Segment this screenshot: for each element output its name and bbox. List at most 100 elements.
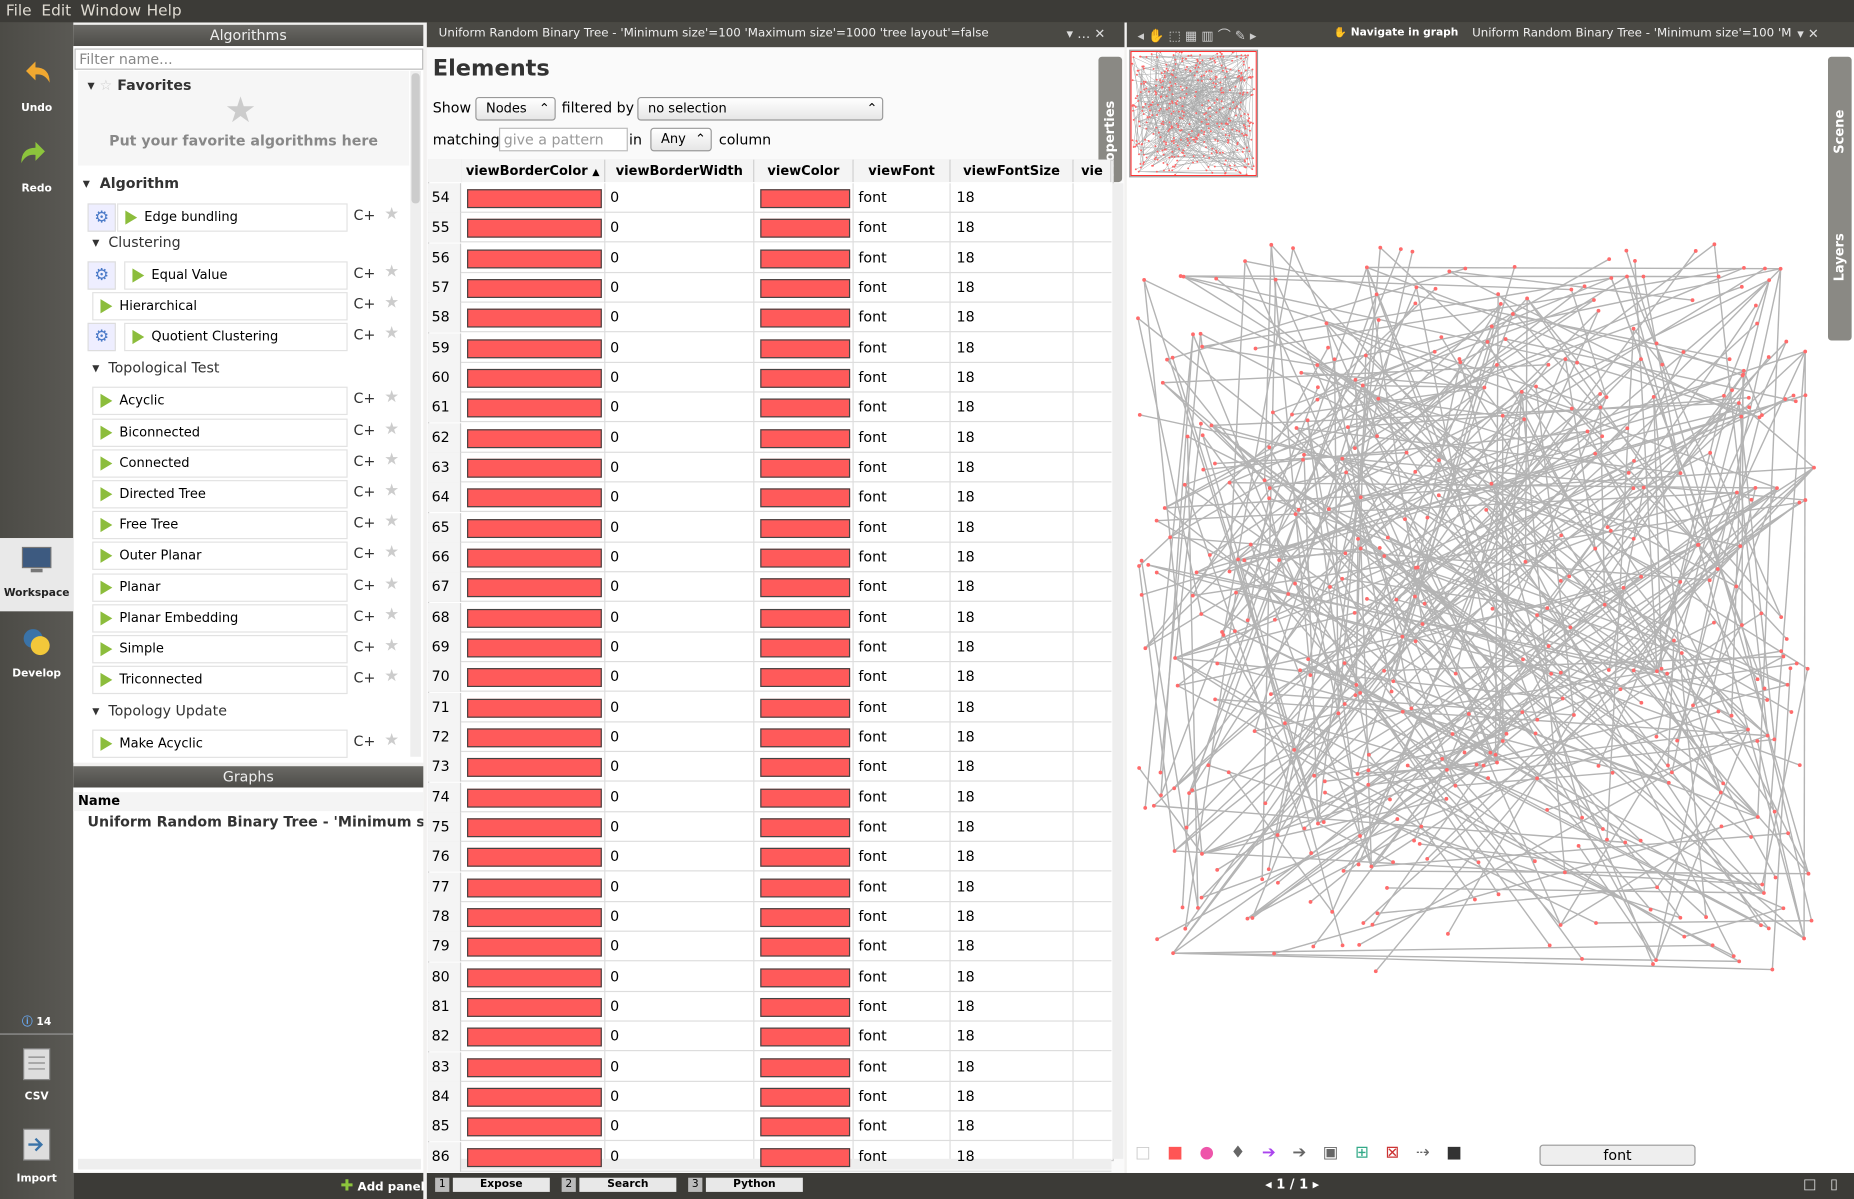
- properties-tab[interactable]: [1098, 56, 1123, 183]
- table-row[interactable]: [428, 1112, 1112, 1142]
- h-scrollbar[interactable]: [78, 1158, 421, 1170]
- favorite-star[interactable]: ★: [384, 542, 400, 562]
- pattern-input[interactable]: give a pattern: [498, 127, 628, 152]
- table-row[interactable]: [428, 213, 1112, 243]
- column-header[interactable]: viewFont: [853, 159, 951, 183]
- column-header[interactable]: viewFontSize: [950, 159, 1074, 183]
- table-row[interactable]: [428, 692, 1112, 723]
- run-icon[interactable]: C+: [353, 452, 376, 470]
- table-row[interactable]: [428, 1142, 1112, 1172]
- table-row[interactable]: [428, 932, 1112, 962]
- algorithm-item[interactable]: Free Tree: [92, 510, 348, 540]
- category-header[interactable]: ▾ Topological Test: [92, 359, 220, 377]
- algorithm-item[interactable]: Edge bundling: [117, 203, 348, 232]
- favorite-star[interactable]: ★: [384, 730, 400, 750]
- graph-drawing[interactable]: [1127, 47, 1825, 1135]
- favorite-star[interactable]: ★: [384, 262, 400, 282]
- algorithm-item[interactable]: Simple: [92, 634, 348, 664]
- run-icon[interactable]: C+: [353, 390, 376, 407]
- run-icon[interactable]: C+: [353, 326, 376, 343]
- develop-icon[interactable]: [21, 627, 52, 658]
- favorite-star[interactable]: ★: [384, 574, 400, 594]
- table-row[interactable]: [428, 962, 1112, 992]
- run-icon[interactable]: C+: [353, 483, 376, 501]
- tab-number[interactable]: 3: [688, 1177, 703, 1192]
- column-header[interactable]: viewBorderColor ▲: [461, 159, 606, 183]
- tab-number[interactable]: 1: [435, 1177, 450, 1192]
- algorithm-item[interactable]: Equal Value: [124, 261, 348, 290]
- layers-tab[interactable]: Layers: [1831, 233, 1847, 282]
- algorithm-item[interactable]: Quotient Clustering: [124, 322, 348, 352]
- import-label[interactable]: Import: [16, 1172, 57, 1185]
- table-row[interactable]: [428, 273, 1112, 303]
- favorite-star[interactable]: ★: [384, 636, 400, 656]
- run-icon[interactable]: C+: [353, 607, 376, 625]
- scroll-thumb[interactable]: [411, 73, 420, 204]
- category-header[interactable]: ▾ Clustering: [92, 234, 181, 251]
- csv-icon[interactable]: [22, 1048, 51, 1081]
- table-row[interactable]: [428, 902, 1112, 932]
- favorite-star[interactable]: ★: [384, 204, 400, 224]
- menu-item[interactable]: Edit: [41, 2, 72, 21]
- import-icon[interactable]: [22, 1128, 51, 1161]
- titlebar-buttons[interactable]: ▾ … ✕: [1066, 26, 1106, 42]
- favorite-star[interactable]: ★: [384, 387, 400, 407]
- algorithm-item[interactable]: Planar: [92, 573, 348, 602]
- algorithm-item[interactable]: Acyclic: [92, 386, 348, 416]
- run-icon[interactable]: C+: [353, 733, 376, 750]
- table-row[interactable]: [428, 393, 1112, 423]
- table-row[interactable]: [428, 423, 1112, 453]
- workspace-label[interactable]: Workspace: [3, 587, 70, 600]
- develop-label[interactable]: Develop: [12, 668, 62, 680]
- algorithm-item[interactable]: Planar Embedding: [92, 604, 348, 633]
- settings-icon[interactable]: ⚙: [87, 203, 116, 232]
- table-row[interactable]: [428, 752, 1112, 782]
- favorite-star[interactable]: ★: [384, 605, 400, 625]
- settings-icon[interactable]: ⚙: [87, 322, 116, 352]
- run-icon[interactable]: C+: [353, 669, 376, 686]
- settings-icon[interactable]: ⚙: [87, 261, 116, 290]
- run-icon[interactable]: C+: [353, 514, 376, 531]
- add-panel[interactable]: ✚ Add panel: [340, 1177, 425, 1196]
- column-combo[interactable]: Any ⌃: [650, 127, 712, 152]
- column-header[interactable]: viewBorderWidth: [605, 159, 755, 183]
- algorithm-item[interactable]: Biconnected: [92, 418, 348, 447]
- message-count[interactable]: ⓘ 14: [22, 1016, 52, 1029]
- run-icon[interactable]: C+: [353, 577, 376, 594]
- table-row[interactable]: [428, 812, 1112, 842]
- table-row[interactable]: [428, 603, 1112, 633]
- table-row[interactable]: [428, 872, 1112, 902]
- label-field-button[interactable]: font: [1539, 1144, 1696, 1166]
- favorite-star[interactable]: ★: [384, 666, 400, 686]
- menu-item[interactable]: Window: [80, 2, 142, 21]
- redo-label[interactable]: Redo: [21, 183, 52, 196]
- filter-input[interactable]: Filter name...: [74, 48, 424, 70]
- algorithm-item[interactable]: Outer Planar: [92, 541, 348, 570]
- algorithm-item[interactable]: Triconnected: [92, 665, 348, 695]
- tab-number[interactable]: 2: [561, 1177, 576, 1192]
- table-row[interactable]: [428, 453, 1112, 483]
- table-row[interactable]: [428, 333, 1112, 363]
- bottom-tab[interactable]: Expose: [452, 1177, 550, 1192]
- favorite-star[interactable]: ★: [384, 293, 400, 313]
- column-header[interactable]: viewColor: [754, 159, 854, 183]
- table-row[interactable]: [428, 662, 1112, 693]
- favorite-star[interactable]: ★: [384, 450, 400, 470]
- table-scrollbar[interactable]: [1112, 183, 1124, 1159]
- table-row[interactable]: [428, 573, 1112, 603]
- favorite-star[interactable]: ★: [384, 481, 400, 501]
- view-titlebar-buttons[interactable]: ▾ ✕: [1797, 26, 1819, 42]
- favorite-star[interactable]: ★: [384, 419, 400, 439]
- algorithm-item[interactable]: Connected: [92, 449, 348, 478]
- algorithm-item[interactable]: Make Acyclic: [92, 729, 348, 758]
- scrollbar[interactable]: [410, 70, 421, 757]
- table-row[interactable]: [428, 1052, 1112, 1082]
- table-row[interactable]: [428, 363, 1112, 393]
- scene-tab[interactable]: Scene: [1831, 109, 1847, 154]
- table-row[interactable]: [428, 722, 1112, 752]
- algorithm-item[interactable]: Directed Tree: [92, 480, 348, 509]
- workspace-icon[interactable]: [21, 546, 52, 574]
- menu-item[interactable]: File: [5, 2, 32, 21]
- window-buttons[interactable]: □ ▯: [1803, 1175, 1838, 1192]
- run-icon[interactable]: C+: [353, 545, 376, 562]
